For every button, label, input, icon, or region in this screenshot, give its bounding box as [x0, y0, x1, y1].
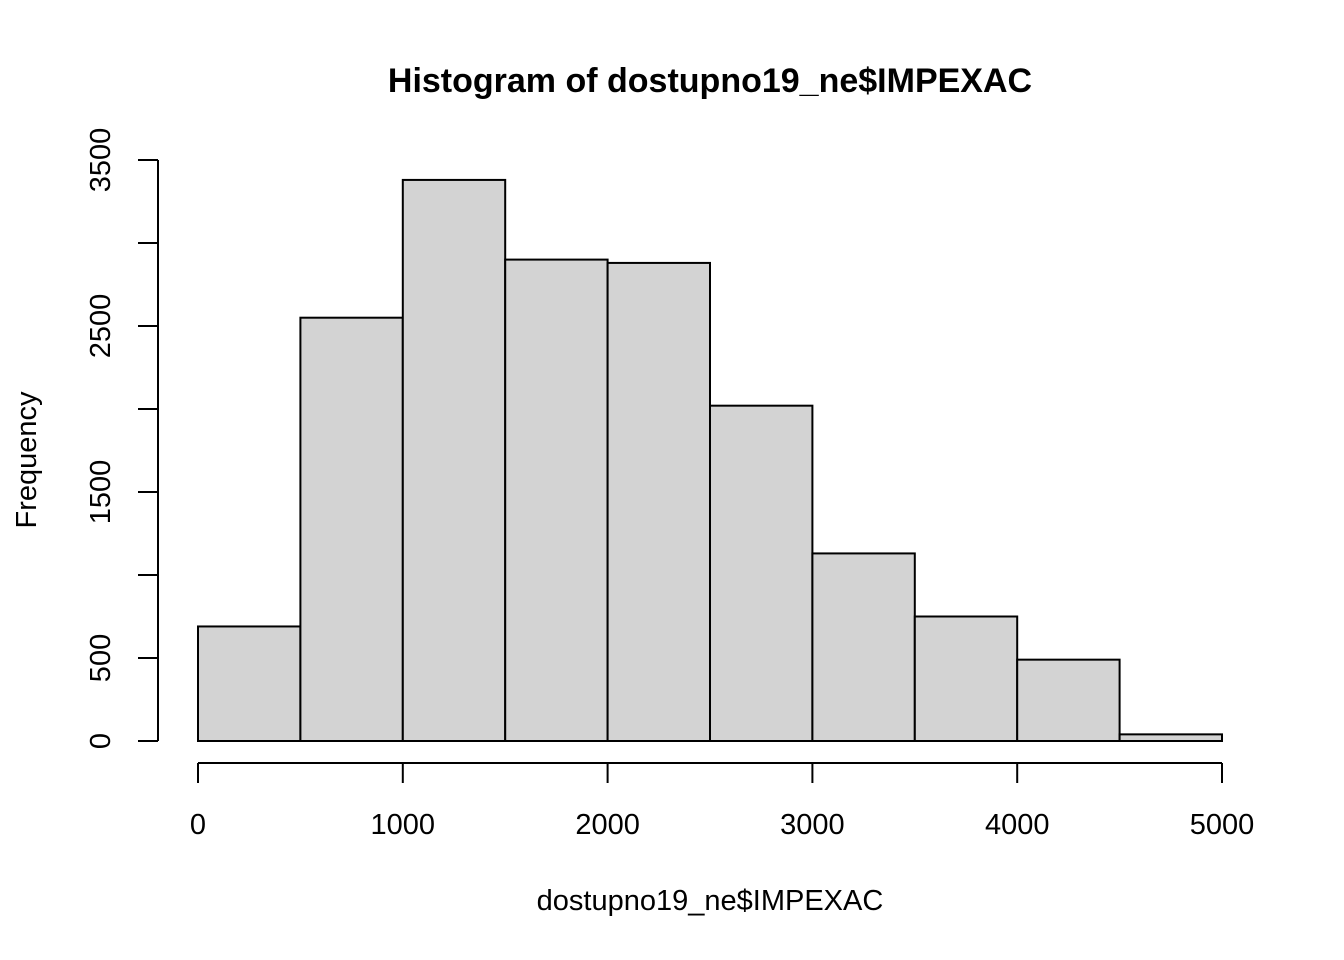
x-axis-label: dostupno19_ne$IMPEXAC — [537, 885, 884, 917]
x-axis: 0 1000 2000 3000 4000 5000 — [190, 762, 1255, 841]
y-tick-label-2: 1500 — [85, 460, 117, 525]
y-axis: 0 500 1500 2500 3500 — [85, 128, 159, 749]
y-tick-label-1: 500 — [85, 634, 117, 682]
x-tick-label-4: 4000 — [985, 809, 1050, 841]
histogram-bar-8 — [1016, 658, 1121, 742]
histogram-bar-5 — [709, 404, 814, 742]
histogram-bar-4 — [606, 261, 711, 742]
chart-title: Histogram of dostupno19_ne$IMPEXAC — [388, 62, 1032, 100]
y-axis-label: Frequency — [11, 391, 43, 529]
y-tick-label-0: 0 — [85, 733, 117, 749]
x-tick-label-1: 1000 — [371, 809, 436, 841]
histogram-bar-1 — [299, 316, 404, 742]
y-tick-label-3: 2500 — [85, 294, 117, 359]
histogram-bar-6 — [811, 552, 916, 742]
histogram-bar-3 — [504, 258, 609, 742]
x-tick-label-5: 5000 — [1190, 809, 1255, 841]
histogram-bar-0 — [197, 625, 302, 743]
x-tick-label-3: 3000 — [780, 809, 845, 841]
y-tick-label-4: 3500 — [85, 128, 117, 193]
histogram-bar-7 — [913, 615, 1019, 742]
x-tick-label-0: 0 — [190, 809, 206, 841]
histogram-bar-2 — [401, 178, 507, 743]
x-tick-label-2: 2000 — [575, 809, 640, 841]
bars-group — [197, 178, 1223, 743]
histogram-bar-9 — [1118, 733, 1223, 742]
